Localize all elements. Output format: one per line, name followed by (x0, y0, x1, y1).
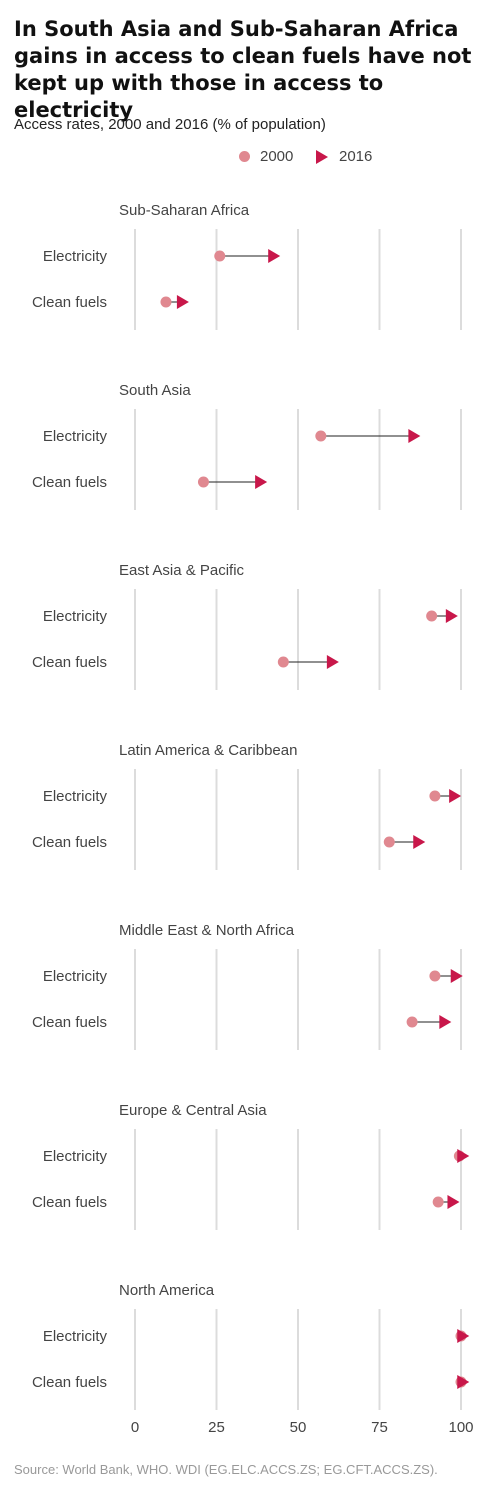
point-2016 (457, 1149, 469, 1163)
row-label: Clean fuels (32, 1194, 107, 1211)
panel-title: Latin America & Caribbean (119, 742, 297, 759)
point-2000 (198, 477, 209, 488)
point-2000 (315, 431, 326, 442)
row-label: Clean fuels (32, 474, 107, 491)
point-2016 (327, 655, 339, 669)
point-2016 (446, 609, 458, 623)
point-2000 (407, 1017, 418, 1028)
row-label: Electricity (43, 968, 108, 985)
panel-title: Europe & Central Asia (119, 1102, 267, 1119)
point-2016 (413, 835, 425, 849)
panel-title: East Asia & Pacific (119, 562, 245, 579)
point-2016 (408, 429, 420, 443)
point-2000 (278, 657, 289, 668)
row-label: Electricity (43, 248, 108, 265)
row-label: Clean fuels (32, 654, 107, 671)
row-label: Electricity (43, 1148, 108, 1165)
point-2000 (214, 251, 225, 262)
panel-title: Middle East & North Africa (119, 922, 295, 939)
point-2016 (447, 1195, 459, 1209)
point-2016 (255, 475, 267, 489)
source-note: Source: World Bank, WHO. WDI (EG.ELC.ACC… (14, 1462, 438, 1477)
point-2000 (429, 971, 440, 982)
point-2016 (439, 1015, 451, 1029)
row-label: Clean fuels (32, 834, 107, 851)
point-2016 (268, 249, 280, 263)
panel-title: Sub-Saharan Africa (119, 202, 250, 219)
x-tick-label: 25 (208, 1419, 225, 1436)
row-label: Clean fuels (32, 1014, 107, 1031)
point-2016 (449, 789, 461, 803)
row-label: Electricity (43, 1328, 108, 1345)
point-2000 (433, 1197, 444, 1208)
panel-title: South Asia (119, 382, 191, 399)
x-tick-label: 0 (131, 1419, 139, 1436)
row-label: Clean fuels (32, 1374, 107, 1391)
row-label: Electricity (43, 608, 108, 625)
panel-title: North America (119, 1282, 215, 1299)
point-2016 (177, 295, 189, 309)
point-2000 (160, 297, 171, 308)
row-label: Electricity (43, 788, 108, 805)
point-2000 (384, 837, 395, 848)
point-2000 (426, 611, 437, 622)
point-2000 (429, 791, 440, 802)
row-label: Clean fuels (32, 294, 107, 311)
x-tick-label: 50 (290, 1419, 307, 1436)
row-label: Electricity (43, 428, 108, 445)
x-tick-label: 75 (371, 1419, 388, 1436)
x-tick-label: 100 (448, 1419, 473, 1436)
